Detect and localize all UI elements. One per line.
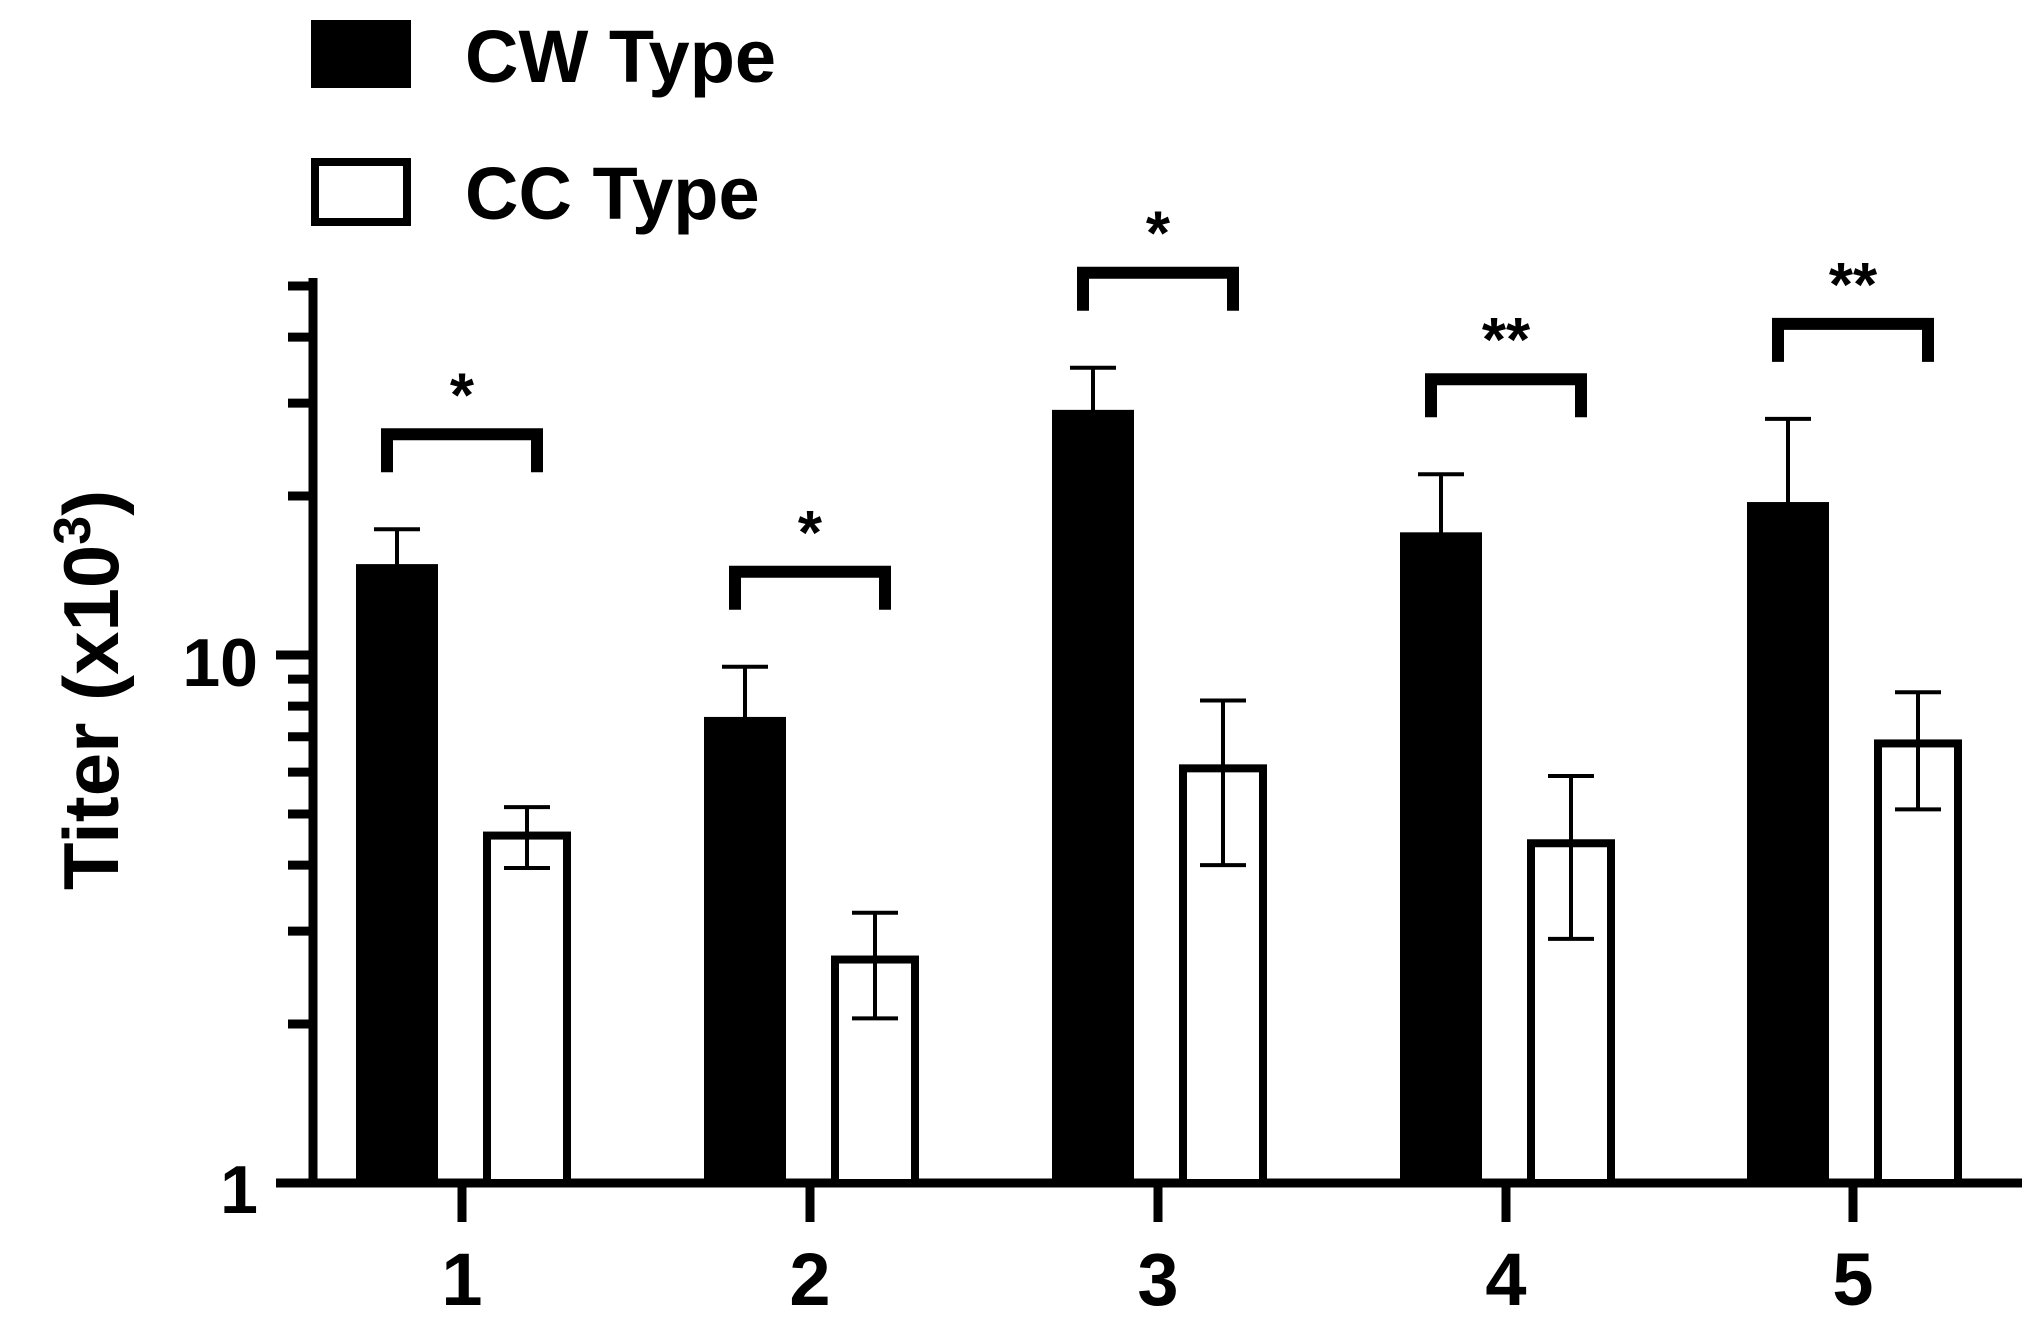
x-tick-label-4: 4 [1485,1238,1526,1321]
significance-label-3: * [1146,200,1171,269]
x-tick-label-2: 2 [789,1238,830,1321]
significance-bracket-2 [729,565,891,610]
y-tick-label-1: 1 [220,1152,258,1228]
bar-cw-5 [1747,502,1829,1184]
significance-bracket-1 [381,428,543,473]
x-tick-label-1: 1 [441,1238,482,1321]
x-tick-label-5: 5 [1832,1238,1873,1321]
plot-area: ******* [356,200,1962,1188]
x-axis: 1 2 3 4 5 [309,1178,2022,1321]
bar-cw-1 [356,564,438,1184]
y-axis: 1 10 Titer (x103) [44,278,318,1228]
significance-bracket-3 [1077,266,1239,311]
legend: CW Type CC Type [311,15,776,235]
significance-label-4: ** [1482,306,1531,375]
legend-label-cw: CW Type [465,15,776,98]
legend-swatch-cw [311,20,411,88]
y-tick-label-10: 10 [182,625,258,701]
significance-label-5: ** [1829,251,1878,320]
bar-cw-4 [1400,532,1482,1184]
y-axis-label-main: Titer (x10 [47,545,135,890]
y-axis-label: Titer (x103) [44,490,135,890]
legend-label-cc: CC Type [465,152,760,235]
x-tick-label-3: 3 [1137,1238,1178,1321]
y-axis-label-sup: 3 [44,516,102,545]
bar-cc-1 [483,831,571,1188]
legend-swatch-cc [311,158,411,226]
significance-bracket-5 [1772,317,1934,362]
bar-cw-2 [704,716,786,1184]
bar-cw-3 [1052,409,1134,1184]
significance-label-2: * [798,499,823,568]
significance-label-1: * [450,361,475,430]
significance-bracket-4 [1425,373,1587,418]
y-axis-label-close: ) [47,490,135,516]
